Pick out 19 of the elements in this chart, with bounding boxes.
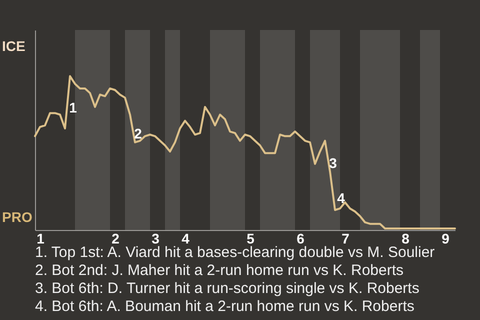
annotation: 2 (134, 126, 142, 142)
x-tick-label: 3 (152, 230, 160, 246)
annotation: 4 (337, 190, 346, 206)
x-tick-label: 9 (442, 230, 450, 246)
text: ICE (2, 38, 26, 54)
text: 3. Bot 6th: D. Turner hit a run-scoring single vs K. Roberts (35, 280, 420, 298)
annotation: 1 (69, 99, 78, 116)
x-tick-label: 5 (246, 230, 255, 246)
x-tick-label: 4 (182, 230, 190, 246)
text: 4. Bot 6th: A. Bouman hit a 2-run home run vs K. Roberts (35, 298, 416, 316)
text: 1. Top 1st: A. Viard hit a bases-clearing double vs M. Soulier (35, 244, 435, 262)
x-tick-label: 1 (36, 230, 45, 246)
annotation: 3 (329, 154, 338, 171)
x-tick-label: 7 (342, 230, 350, 246)
x-tick-label: 2 (112, 230, 120, 246)
x-tick-label: 6 (296, 230, 305, 246)
text: 2. Bot 2nd: J. Maher hit a 2-run home run vs K. Roberts (35, 262, 405, 280)
text: PRO (2, 209, 32, 225)
x-tick-label: 8 (402, 230, 410, 246)
